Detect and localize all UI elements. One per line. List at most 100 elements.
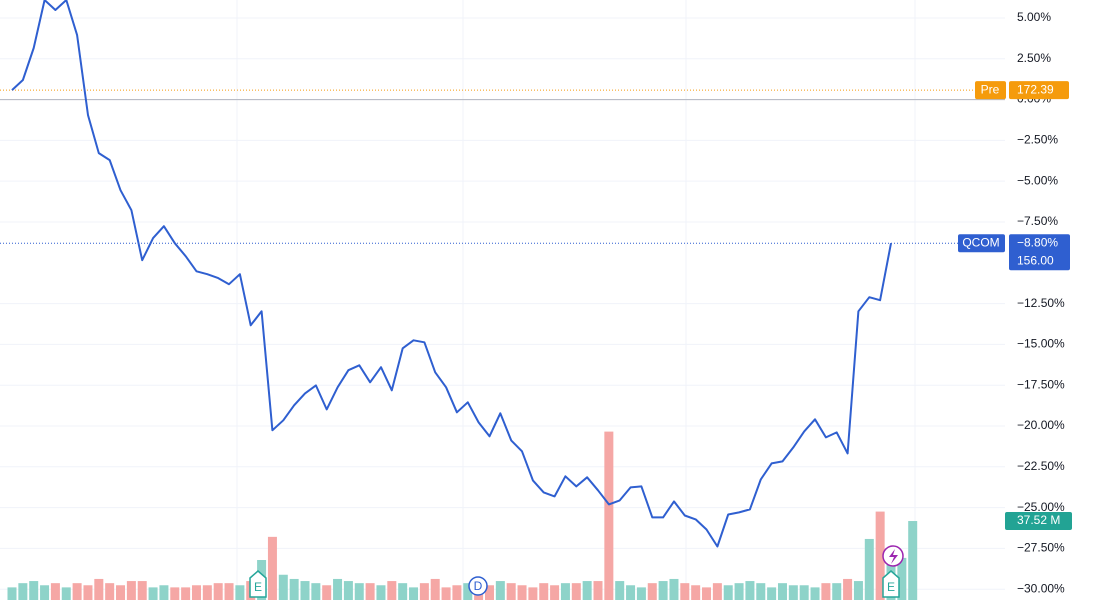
volume-bar: [137, 581, 147, 600]
volume-bar: [777, 583, 787, 600]
symbol-label: QCOM: [962, 235, 999, 249]
volume-bar: [409, 587, 419, 600]
pre-tag: [975, 81, 1006, 100]
pre-price-label: 172.39: [1017, 82, 1054, 96]
volume-bar: [126, 581, 136, 600]
volume-bar: [300, 581, 310, 600]
volume-bar: [463, 583, 473, 600]
pre-tag-label: Pre: [981, 82, 1000, 96]
last-price-label: 156.00: [1017, 253, 1054, 267]
volume-bar: [853, 581, 863, 600]
volume-bar: [539, 583, 549, 600]
volume-bar: [712, 583, 722, 600]
volume-bar: [83, 585, 93, 600]
volume-bar: [550, 585, 560, 600]
last-value-box: [1009, 234, 1070, 271]
volume-bar: [560, 583, 570, 600]
volume-bar: [61, 587, 71, 600]
volume-bar: [94, 578, 104, 600]
volume-bar: [116, 585, 126, 600]
volume-bar: [897, 557, 907, 600]
volume-bar: [354, 583, 364, 600]
earnings-marker[interactable]: [882, 570, 900, 598]
volume-bar: [148, 587, 158, 600]
volume-bar: [29, 581, 39, 600]
volume-bar: [398, 583, 408, 600]
volume-bar: [419, 583, 429, 600]
y-tick-label: −17.50%: [1017, 377, 1065, 391]
earnings-marker[interactable]: [249, 570, 267, 598]
volume-bar: [658, 581, 668, 600]
y-tick-label: −20.00%: [1017, 418, 1065, 432]
volume-bar: [571, 583, 581, 600]
volume-bar: [756, 583, 766, 600]
volume-bar: [322, 585, 332, 600]
volume-bar: [50, 583, 60, 600]
volume-bar: [278, 574, 288, 600]
y-tick-label: 2.50%: [1017, 51, 1051, 65]
volume-bar: [289, 578, 299, 600]
y-tick-label: −7.50%: [1017, 214, 1058, 228]
ai-icon: [889, 549, 898, 564]
y-tick-label: −22.50%: [1017, 459, 1065, 473]
volume-bar: [582, 581, 592, 600]
volume-bar: [170, 587, 180, 600]
last-percent-label: −8.80%: [1017, 235, 1058, 249]
volume-bar: [593, 581, 603, 600]
volume-bar: [604, 431, 614, 600]
volume-bar: [224, 583, 234, 600]
volume-bar: [517, 585, 527, 600]
volume-bar: [528, 587, 538, 600]
volume-bar: [908, 521, 918, 600]
volume-bar: [235, 585, 245, 600]
volume-bar: [767, 587, 777, 600]
volume-bar: [875, 511, 885, 600]
volume-bar: [691, 585, 701, 600]
volume-tag: [1005, 512, 1072, 531]
volume-bar: [7, 587, 17, 600]
volume-bar: [376, 585, 386, 600]
volume-bar: [181, 587, 191, 600]
y-tick-label: −12.50%: [1017, 296, 1065, 310]
volume-bar: [484, 585, 494, 600]
volume-bar: [191, 585, 201, 600]
y-tick-label: −30.00%: [1017, 581, 1065, 595]
volume-bar: [430, 578, 440, 600]
volume-bar: [615, 581, 625, 600]
volume-bar: [723, 585, 733, 600]
volume-bar: [18, 583, 28, 600]
volume-bar: [387, 581, 397, 600]
volume-bar: [202, 585, 212, 600]
y-tick-label: −15.00%: [1017, 337, 1065, 351]
dividend-marker[interactable]: [468, 576, 488, 596]
volume-bar: [799, 585, 809, 600]
volume-bar: [788, 585, 798, 600]
y-tick-label: −5.00%: [1017, 173, 1058, 187]
volume-bar: [105, 583, 115, 600]
volume-bar: [734, 583, 744, 600]
volume-bar: [452, 585, 462, 600]
volume-bar: [343, 581, 353, 600]
volume-label: 37.52 M: [1017, 513, 1060, 527]
event-markers: E D E: [249, 545, 904, 598]
volume-bar: [843, 578, 853, 600]
volume-bar: [669, 578, 679, 600]
volume-bar: [441, 587, 451, 600]
y-tick-label: −2.50%: [1017, 133, 1058, 147]
y-tick-label: 5.00%: [1017, 10, 1051, 24]
volume-bar: [213, 583, 223, 600]
y-tick-label: −25.00%: [1017, 500, 1065, 514]
y-tick-label: −27.50%: [1017, 541, 1065, 555]
volume-bar: [636, 587, 646, 600]
volume-bar: [333, 578, 343, 600]
volume-bar: [159, 585, 169, 600]
volume-bar: [810, 587, 820, 600]
volume-bar: [267, 536, 277, 600]
price-line: [11, 0, 892, 548]
volume-bar: [745, 581, 755, 600]
volume-bar: [311, 583, 321, 600]
volume-bar: [702, 587, 712, 600]
volume-bar: [365, 583, 375, 600]
volume-bar: [626, 585, 636, 600]
